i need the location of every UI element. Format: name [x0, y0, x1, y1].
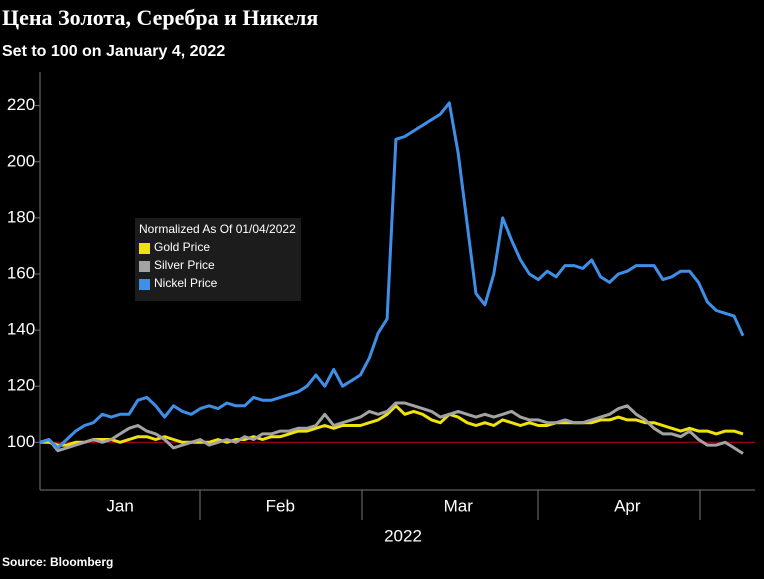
y-tick-label: 160 [7, 263, 35, 282]
y-tick-label: 120 [7, 376, 35, 395]
legend-label: Nickel Price [154, 276, 218, 290]
x-tick-label: Feb [266, 496, 295, 515]
legend-label: Gold Price [154, 240, 210, 254]
y-tick-label: 180 [7, 207, 35, 226]
y-tick-label: 200 [7, 151, 35, 170]
legend-label: Silver Price [154, 258, 215, 272]
series-line [40, 404, 744, 447]
legend-swatch [139, 261, 150, 272]
legend-swatch [139, 243, 150, 254]
series-line [39, 401, 744, 455]
chart-title: Цена Золота, Серебра и Никеля [2, 5, 318, 30]
y-tick-label: 100 [7, 432, 35, 451]
source: Source: Bloomberg [2, 555, 113, 569]
x-tick-label: Apr [614, 496, 641, 515]
chart-subtitle: Set to 100 on January 4, 2022 [2, 43, 225, 60]
x-tick-label: Jan [106, 496, 133, 515]
series-line [39, 101, 745, 450]
legend-swatch [139, 279, 150, 290]
y-tick-label: 140 [7, 320, 35, 339]
legend-title: Normalized As Of 01/04/2022 [139, 222, 296, 236]
y-tick-label: 220 [7, 95, 35, 114]
legend: Normalized As Of 01/04/2022 Gold Price Sil… [135, 218, 301, 301]
x-tick-label: Mar [444, 496, 474, 515]
x-axis-label: 2022 [384, 526, 422, 545]
legend-box [135, 218, 301, 301]
